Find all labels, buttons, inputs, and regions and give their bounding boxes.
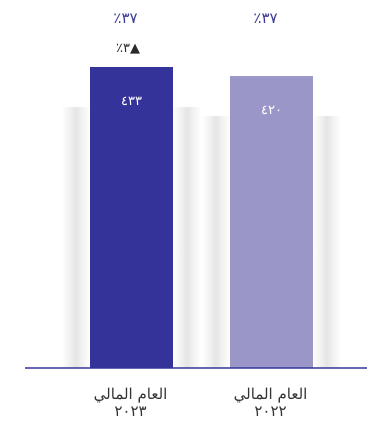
bar-shadow [202,116,230,368]
bar-1 [90,67,173,368]
category-label: ٢٠٢٣ [114,402,146,420]
category-label: ٢٠٢٢ [254,402,286,420]
growth-indicator: ٪٣▲ [116,41,140,56]
bar-shadow [313,116,341,368]
percent-label: ٪٣٧ [253,9,277,27]
bar-shadows [62,107,341,368]
bar-2 [230,76,313,368]
bar-value-label: ٤٢٠ [261,103,282,118]
category-label: العام المالي [234,385,308,403]
bar-shadow [62,107,90,368]
category-label: العام المالي [94,385,168,403]
percent-label: ٪٣٧ [113,9,137,27]
bar-shadow [173,107,201,368]
bar-value-label: ٤٣٣ [121,94,142,109]
